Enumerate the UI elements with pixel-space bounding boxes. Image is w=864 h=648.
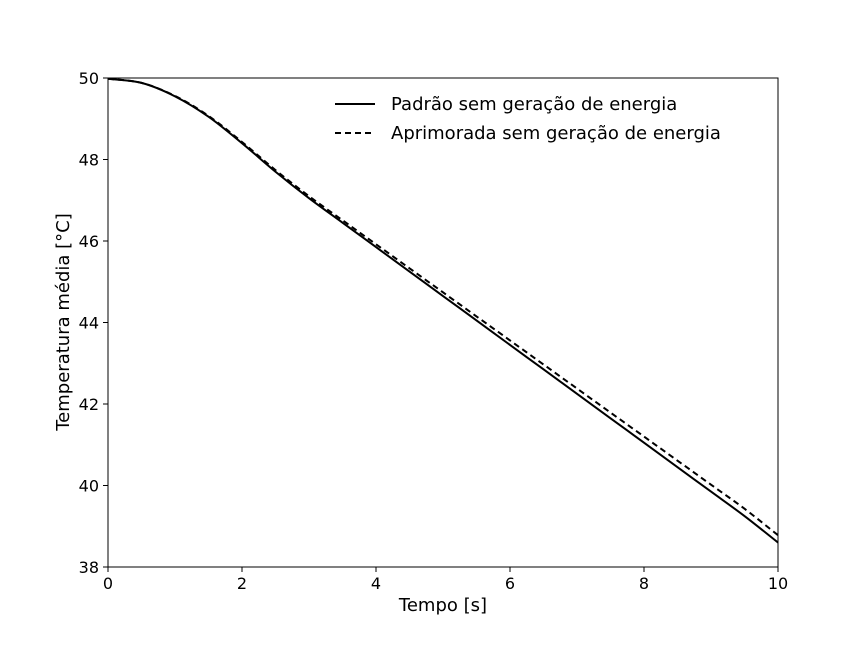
y-tick-label: 40 <box>79 477 99 496</box>
y-tick-label: 48 <box>79 151 99 170</box>
y-tick-label: 50 <box>79 69 99 88</box>
y-tick-label: 42 <box>79 395 99 414</box>
x-tick-label: 8 <box>639 574 649 593</box>
legend-label-aprimorada: Aprimorada sem geração de energia <box>391 123 721 144</box>
x-tick-label: 6 <box>505 574 515 593</box>
y-axis: 38 40 42 44 46 48 50 <box>79 69 108 577</box>
x-tick-label: 0 <box>103 574 113 593</box>
y-tick-label: 46 <box>79 232 99 251</box>
series-layer <box>107 77 779 544</box>
x-axis-label: Tempo [s] <box>398 595 487 616</box>
series-aprimorada-line <box>107 77 779 536</box>
x-tick-label: 4 <box>371 574 381 593</box>
x-tick-label: 2 <box>237 574 247 593</box>
x-axis: 0 2 4 6 8 10 <box>103 567 788 593</box>
legend: Padrão sem geração de energia Aprimorada… <box>335 94 721 144</box>
y-tick-label: 38 <box>79 558 99 577</box>
x-tick-label: 10 <box>768 574 788 593</box>
y-axis-label: Temperatura média [°C] <box>53 213 74 432</box>
legend-label-padrao: Padrão sem geração de energia <box>391 94 677 115</box>
y-tick-label: 44 <box>79 314 99 333</box>
